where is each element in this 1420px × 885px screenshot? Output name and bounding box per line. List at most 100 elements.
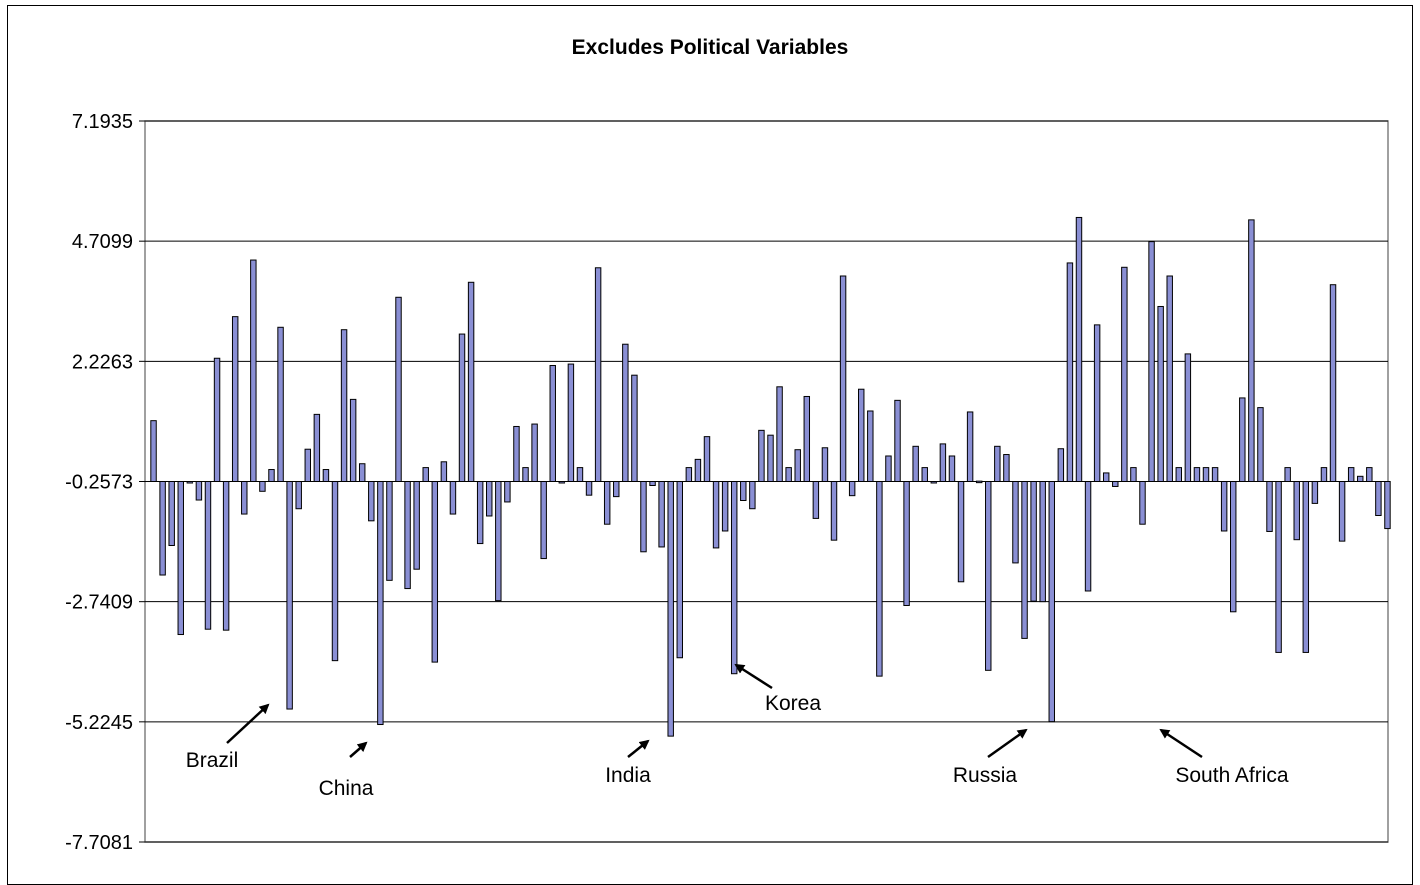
bar xyxy=(241,481,248,515)
annotation-label: Korea xyxy=(765,692,821,715)
bar xyxy=(1112,481,1119,487)
bar xyxy=(1302,481,1310,653)
bar xyxy=(613,481,620,498)
bar xyxy=(286,481,293,710)
bar xyxy=(422,467,429,482)
bar xyxy=(939,443,947,482)
bar xyxy=(467,281,475,483)
bar xyxy=(649,481,656,487)
bar xyxy=(340,329,348,483)
bar xyxy=(749,481,756,510)
bar xyxy=(957,481,965,583)
y-tick-label: 4.7099 xyxy=(72,231,133,253)
bar xyxy=(250,259,257,482)
y-tick-label: -0.2573 xyxy=(65,472,133,494)
bar xyxy=(168,481,175,546)
bar xyxy=(694,458,702,482)
bar xyxy=(1012,481,1019,564)
bar xyxy=(1084,481,1092,592)
bar xyxy=(513,425,520,483)
bar xyxy=(848,481,856,497)
bar xyxy=(549,365,556,482)
bar xyxy=(867,410,874,482)
bar xyxy=(404,481,411,590)
bar xyxy=(776,386,783,483)
y-tick-label: -2.7409 xyxy=(65,592,133,614)
bar xyxy=(413,481,420,570)
bar xyxy=(1157,305,1164,482)
bar xyxy=(1121,266,1128,482)
bar xyxy=(504,481,511,503)
bar xyxy=(1093,324,1101,483)
bar xyxy=(1275,481,1282,653)
bar xyxy=(1057,448,1065,482)
bar xyxy=(740,481,747,502)
bar xyxy=(531,423,538,482)
bar xyxy=(685,467,693,482)
bar xyxy=(1211,467,1219,482)
bar xyxy=(975,480,983,484)
bar xyxy=(858,388,865,482)
bar xyxy=(994,445,1001,483)
bar xyxy=(1184,353,1192,482)
bar xyxy=(177,481,184,636)
annotation-arrow xyxy=(349,741,368,758)
bar xyxy=(313,413,321,482)
bar xyxy=(821,447,829,482)
annotation-label: Brazil xyxy=(186,749,239,772)
bar xyxy=(295,481,302,510)
bar xyxy=(1130,467,1137,482)
bar xyxy=(431,481,439,663)
bar xyxy=(277,326,284,482)
bar xyxy=(1148,241,1155,482)
bar xyxy=(331,481,339,662)
bar xyxy=(204,481,212,630)
bar xyxy=(730,481,738,675)
bar xyxy=(948,455,956,483)
bar xyxy=(1284,467,1291,482)
bar xyxy=(377,481,384,726)
bar xyxy=(839,275,847,482)
bar xyxy=(322,469,330,482)
y-tick-label: 7.1935 xyxy=(72,111,133,133)
bar xyxy=(721,481,729,532)
bar xyxy=(1357,475,1364,482)
bar xyxy=(1003,454,1010,482)
chart-title: Excludes Political Variables xyxy=(571,36,849,59)
y-tick-label: -5.2245 xyxy=(65,712,133,734)
bar xyxy=(912,445,919,483)
bar xyxy=(440,461,448,483)
bar xyxy=(495,481,502,602)
bar xyxy=(712,481,720,549)
bar xyxy=(658,481,665,548)
bar xyxy=(1030,481,1037,602)
bar xyxy=(1220,481,1228,532)
annotation-arrow xyxy=(734,663,773,690)
bar xyxy=(268,469,275,482)
bar xyxy=(1175,467,1183,482)
bar xyxy=(1039,481,1046,603)
bar xyxy=(894,399,901,482)
bar xyxy=(903,481,910,606)
annotation-arrow xyxy=(627,739,650,758)
bar xyxy=(386,481,393,581)
bar xyxy=(703,436,711,482)
annotation-label: India xyxy=(605,764,651,787)
bar xyxy=(1193,467,1201,482)
bar xyxy=(921,467,928,482)
annotation-label: Russia xyxy=(953,764,1018,787)
bar xyxy=(558,481,566,484)
bar xyxy=(631,374,638,483)
bar xyxy=(785,467,792,482)
bar xyxy=(1166,275,1173,482)
bar xyxy=(1375,481,1382,516)
bar xyxy=(930,481,938,484)
bar xyxy=(1266,481,1273,532)
bar xyxy=(1075,216,1083,482)
bar xyxy=(876,481,883,677)
bar xyxy=(476,481,484,545)
annotation-arrow xyxy=(1159,728,1203,759)
bar xyxy=(812,481,820,519)
bar xyxy=(395,296,402,483)
bar xyxy=(1320,467,1328,482)
